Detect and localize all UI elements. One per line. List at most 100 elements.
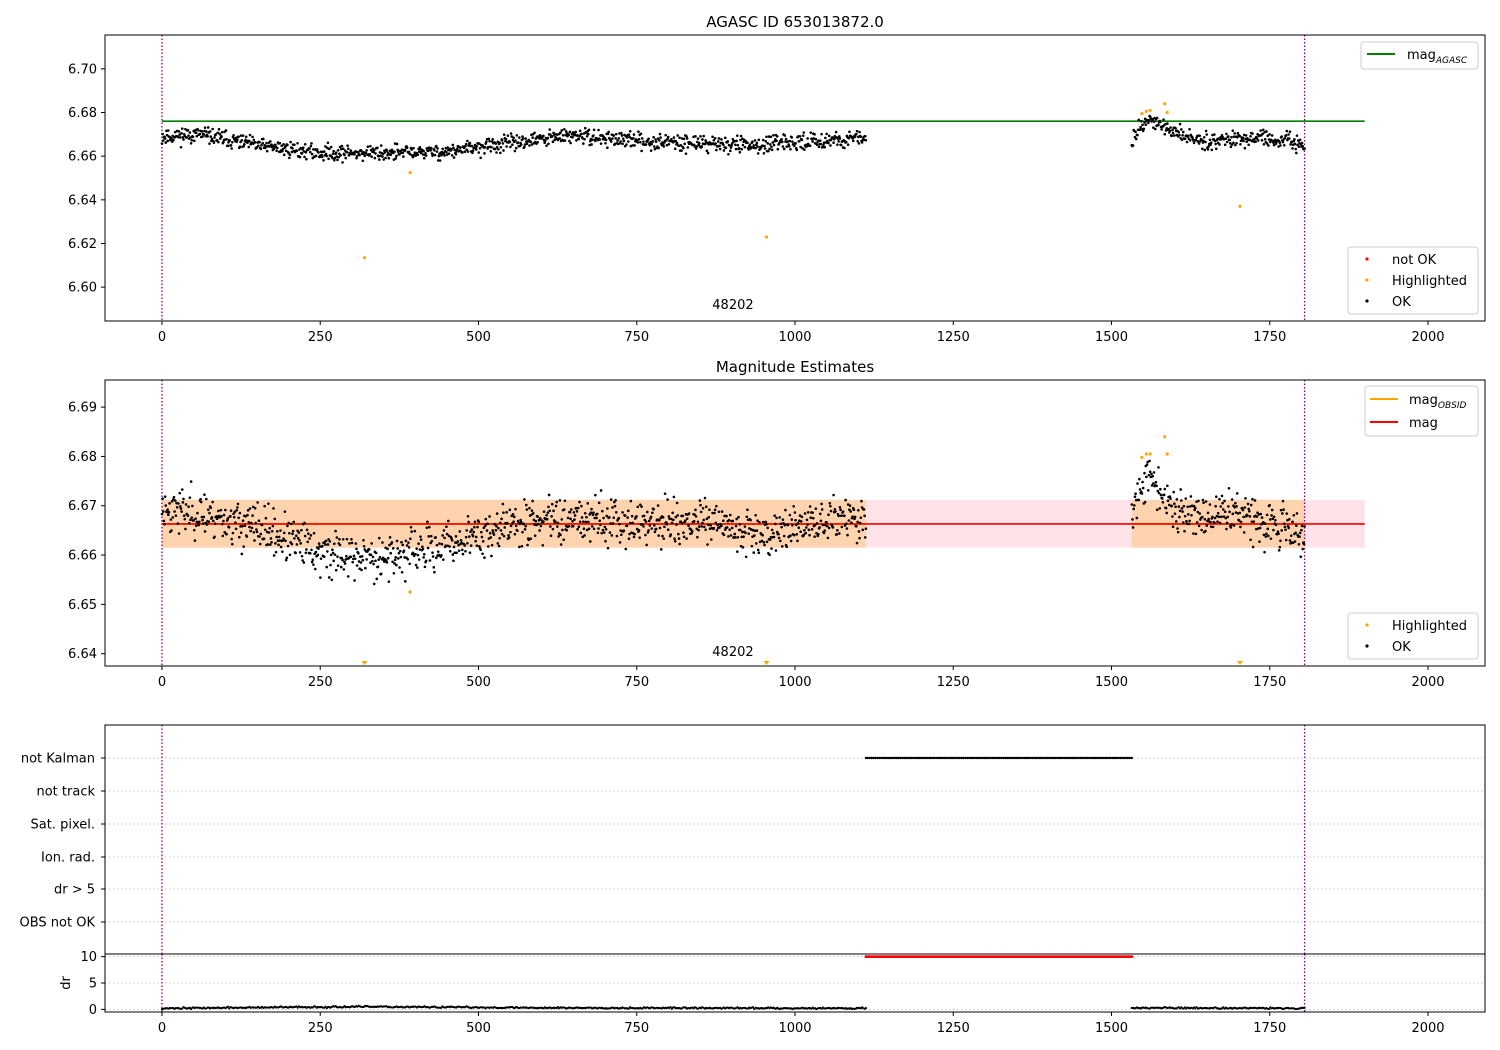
highlighted-data-point	[408, 170, 412, 175]
ok-data-point	[827, 141, 830, 145]
ok-data-point	[1246, 514, 1249, 517]
ok-data-point	[334, 568, 338, 572]
ok-data-point	[837, 514, 840, 518]
ok-data-point	[505, 145, 508, 148]
ok-data-point	[1192, 504, 1196, 508]
ok-data-point	[818, 139, 822, 142]
ok-data-point	[715, 504, 718, 508]
ok-data-point	[713, 508, 717, 512]
ok-data-point	[1223, 143, 1227, 147]
ok-data-point	[764, 520, 768, 524]
ok-data-point	[529, 537, 533, 540]
ok-data-point	[429, 149, 432, 152]
ok-data-point	[542, 520, 545, 523]
x-tick-label: 1500	[1095, 1021, 1128, 1036]
ok-data-point	[808, 144, 812, 148]
ok-data-point	[387, 156, 391, 160]
ok-data-point	[359, 561, 363, 564]
ok-data-point	[1281, 512, 1284, 515]
ok-data-point	[698, 499, 702, 502]
ok-data-point	[742, 535, 745, 539]
estimates-legend-points: Highlighted OK	[1347, 612, 1479, 660]
ok-data-point	[398, 549, 402, 553]
ok-data-point	[241, 524, 244, 528]
ok-data-point	[202, 133, 206, 136]
ok-data-point	[775, 530, 779, 534]
ok-data-point	[739, 138, 742, 142]
ok-data-point	[1170, 504, 1174, 508]
ok-data-point	[713, 136, 717, 140]
ok-data-point	[711, 511, 714, 515]
ok-data-point	[778, 516, 782, 519]
ok-data-point	[739, 544, 743, 548]
ok-data-point	[722, 533, 726, 537]
ok-data-point	[1171, 131, 1175, 135]
ok-data-point	[1238, 511, 1242, 515]
ok-data-point	[701, 521, 704, 525]
ok-data-point	[818, 512, 822, 516]
flag-row-label: dr > 5	[54, 883, 95, 898]
ok-data-point	[443, 154, 446, 157]
ok-data-point	[499, 145, 503, 149]
ok-data-point	[317, 151, 320, 154]
flag-point	[1099, 756, 1103, 760]
ok-data-point	[382, 158, 386, 161]
ok-data-point	[678, 136, 681, 140]
ok-data-point	[657, 146, 661, 150]
highlighted-data-point	[1140, 455, 1144, 460]
ok-data-point	[1173, 502, 1176, 506]
ok-data-point	[545, 517, 549, 521]
ok-data-point	[749, 518, 752, 522]
ok-data-point	[344, 156, 348, 160]
ok-data-point	[461, 151, 464, 154]
flag-point	[943, 756, 946, 760]
ok-data-point	[1224, 516, 1228, 520]
ok-data-point	[1266, 134, 1270, 137]
ok-data-point	[162, 519, 166, 523]
ok-data-point	[457, 543, 460, 547]
ok-data-point	[813, 133, 816, 136]
ok-data-point	[388, 536, 392, 539]
ok-data-point	[804, 531, 808, 535]
ok-data-point	[761, 533, 764, 537]
ok-data-point	[609, 140, 613, 143]
ok-data-point	[701, 506, 705, 510]
ok-data-point	[402, 155, 405, 158]
ok-data-point	[421, 153, 425, 156]
x-tick-label: 750	[624, 675, 649, 690]
ok-data-point	[620, 131, 623, 135]
ok-data-point	[509, 530, 512, 534]
flag-point	[1015, 756, 1019, 760]
ok-data-point	[374, 559, 377, 563]
ok-data-point	[387, 580, 391, 583]
ok-data-point	[230, 537, 233, 541]
ok-data-point	[370, 542, 373, 545]
ok-data-point	[454, 541, 457, 544]
ok-data-point	[1144, 123, 1148, 127]
ok-data-point	[274, 143, 277, 147]
ok-data-point	[1280, 529, 1284, 532]
flag-point	[1033, 756, 1036, 760]
ok-data-point	[527, 538, 531, 542]
ok-data-point	[450, 148, 453, 151]
flag-point	[987, 756, 990, 760]
ok-data-point	[727, 152, 730, 156]
ok-data-point	[798, 134, 802, 138]
ok-data-point	[288, 156, 291, 160]
flag-point	[901, 756, 904, 760]
ok-data-point	[208, 130, 212, 133]
ok-data-point	[631, 521, 635, 525]
ok-data-point	[764, 139, 768, 143]
ok-data-point	[248, 507, 252, 510]
flag-point	[1090, 756, 1093, 760]
axes-frame	[104, 724, 1486, 955]
ok-data-point	[1194, 138, 1198, 142]
ok-data-point	[1294, 147, 1297, 151]
flag-point	[1069, 756, 1072, 760]
ok-data-point	[563, 499, 567, 503]
ok-data-point	[576, 506, 580, 510]
ok-data-point	[607, 130, 610, 134]
ok-data-point	[661, 141, 664, 144]
ok-data-point	[519, 518, 522, 522]
ok-data-point	[730, 144, 733, 147]
